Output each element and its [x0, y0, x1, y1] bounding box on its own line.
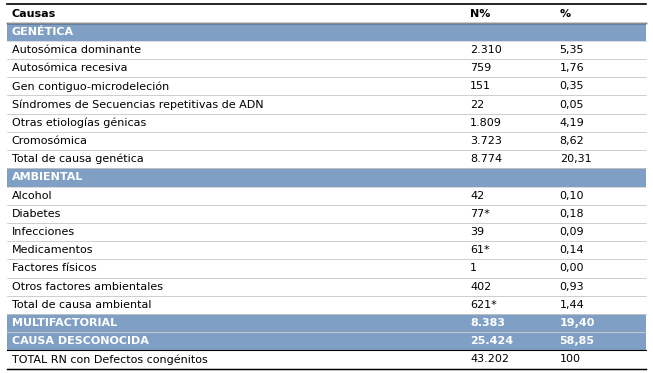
Bar — [7, 23, 646, 41]
Text: 0,18: 0,18 — [560, 209, 584, 219]
Text: %: % — [560, 9, 571, 19]
Text: 3.723: 3.723 — [470, 136, 502, 146]
Bar — [7, 314, 646, 332]
Text: 1: 1 — [470, 263, 477, 273]
Text: 0,14: 0,14 — [560, 245, 584, 255]
Bar — [7, 95, 646, 114]
Bar — [7, 278, 646, 296]
Text: 19,40: 19,40 — [560, 318, 595, 328]
Bar — [7, 114, 646, 132]
Text: 77*: 77* — [470, 209, 490, 219]
Text: Diabetes: Diabetes — [12, 209, 61, 219]
Text: Infecciones: Infecciones — [12, 227, 75, 237]
Text: 25.424: 25.424 — [470, 336, 513, 346]
Text: Causas: Causas — [12, 9, 56, 19]
Text: 100: 100 — [560, 354, 581, 364]
Text: CAUSA DESCONOCIDA: CAUSA DESCONOCIDA — [12, 336, 149, 346]
Text: 1,44: 1,44 — [560, 300, 584, 310]
Text: Total de causa ambiental: Total de causa ambiental — [12, 300, 151, 310]
Bar — [7, 168, 646, 186]
Text: 621*: 621* — [470, 300, 497, 310]
Text: 5,35: 5,35 — [560, 45, 584, 55]
Bar — [7, 332, 646, 350]
Text: 58,85: 58,85 — [560, 336, 595, 346]
Bar — [7, 350, 646, 369]
Text: 0,35: 0,35 — [560, 81, 584, 91]
Text: GENÉTICA: GENÉTICA — [12, 27, 74, 37]
Text: Alcohol: Alcohol — [12, 191, 52, 201]
Text: Medicamentos: Medicamentos — [12, 245, 93, 255]
Text: 8.774: 8.774 — [470, 154, 502, 164]
Text: 1,76: 1,76 — [560, 63, 584, 73]
Text: 43.202: 43.202 — [470, 354, 509, 364]
Text: 0,09: 0,09 — [560, 227, 584, 237]
Bar — [7, 132, 646, 150]
Text: 0,00: 0,00 — [560, 263, 584, 273]
Text: TOTAL RN con Defectos congénitos: TOTAL RN con Defectos congénitos — [12, 354, 208, 365]
Bar — [7, 41, 646, 59]
Bar — [7, 241, 646, 259]
Text: Síndromes de Secuencias repetitivas de ADN: Síndromes de Secuencias repetitivas de A… — [12, 99, 263, 110]
Text: Cromosómica: Cromosómica — [12, 136, 88, 146]
Bar — [7, 4, 646, 23]
Text: Factores físicos: Factores físicos — [12, 263, 97, 273]
Bar — [7, 205, 646, 223]
Bar — [7, 186, 646, 205]
Text: 8,62: 8,62 — [560, 136, 584, 146]
Text: 61*: 61* — [470, 245, 490, 255]
Text: AMBIENTAL: AMBIENTAL — [12, 172, 83, 182]
Text: 22: 22 — [470, 100, 485, 110]
Text: 2.310: 2.310 — [470, 45, 502, 55]
Text: Autosómica recesiva: Autosómica recesiva — [12, 63, 127, 73]
Text: 759: 759 — [470, 63, 492, 73]
Text: 39: 39 — [470, 227, 485, 237]
Text: 151: 151 — [470, 81, 491, 91]
Bar — [7, 296, 646, 314]
Text: 0,93: 0,93 — [560, 282, 584, 292]
Text: N%: N% — [470, 9, 490, 19]
Text: 8.383: 8.383 — [470, 318, 505, 328]
Bar — [7, 223, 646, 241]
Bar — [7, 59, 646, 77]
Text: 0,05: 0,05 — [560, 100, 584, 110]
Text: Autosómica dominante: Autosómica dominante — [12, 45, 141, 55]
Bar — [7, 150, 646, 168]
Text: Gen contiguo-microdeleción: Gen contiguo-microdeleción — [12, 81, 169, 92]
Bar — [7, 259, 646, 278]
Text: 42: 42 — [470, 191, 485, 201]
Text: MULTIFACTORIAL: MULTIFACTORIAL — [12, 318, 117, 328]
Bar — [7, 77, 646, 95]
Text: 4,19: 4,19 — [560, 118, 584, 128]
Text: Otras etiologías génicas: Otras etiologías génicas — [12, 117, 146, 128]
Text: 0,10: 0,10 — [560, 191, 584, 201]
Text: Otros factores ambientales: Otros factores ambientales — [12, 282, 163, 292]
Text: Total de causa genética: Total de causa genética — [12, 154, 144, 164]
Text: 20,31: 20,31 — [560, 154, 591, 164]
Text: 402: 402 — [470, 282, 492, 292]
Text: 1.809: 1.809 — [470, 118, 502, 128]
